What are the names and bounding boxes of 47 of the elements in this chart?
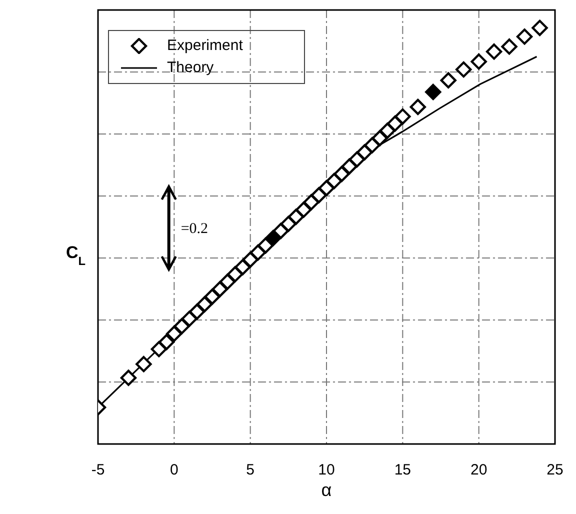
point	[265, 230, 282, 246]
point	[158, 334, 175, 350]
point	[410, 98, 426, 116]
point	[296, 202, 312, 218]
annotation: =0.2	[180, 221, 208, 237]
x-tick-label: -5	[91, 462, 105, 479]
point	[136, 356, 152, 372]
point	[501, 38, 518, 55]
point	[470, 53, 487, 70]
point	[394, 108, 411, 125]
point	[188, 304, 206, 320]
point	[364, 137, 380, 154]
point	[257, 237, 274, 254]
point	[219, 274, 236, 290]
point	[486, 44, 502, 60]
point	[227, 266, 244, 282]
point	[532, 20, 548, 36]
point	[242, 252, 258, 268]
point	[280, 216, 297, 232]
point	[234, 259, 251, 276]
point	[303, 194, 320, 210]
x-tick-label: 15	[394, 462, 412, 479]
point	[174, 318, 190, 334]
point	[440, 72, 456, 88]
point	[318, 180, 335, 196]
x-tick-label: 20	[470, 462, 488, 479]
x-tick-label: 10	[318, 462, 335, 479]
point	[334, 166, 350, 182]
point	[425, 84, 442, 100]
point	[386, 115, 404, 132]
point	[341, 158, 358, 175]
x-tick-label: 25	[546, 462, 564, 479]
point	[516, 28, 533, 45]
x-tick-label: 5	[246, 462, 255, 479]
point	[120, 370, 137, 386]
point	[166, 326, 182, 342]
point	[196, 296, 213, 312]
point	[456, 61, 472, 78]
legend-label: Experiment	[167, 36, 243, 56]
y-axis-title: C$_{L}$	[66, 243, 86, 268]
point	[204, 288, 220, 305]
x-axis-title: α	[321, 480, 332, 500]
point	[310, 187, 327, 204]
point	[212, 281, 228, 298]
legend-label: Theory	[167, 58, 214, 78]
x-tick-label: 0	[170, 462, 178, 479]
point	[250, 244, 266, 261]
